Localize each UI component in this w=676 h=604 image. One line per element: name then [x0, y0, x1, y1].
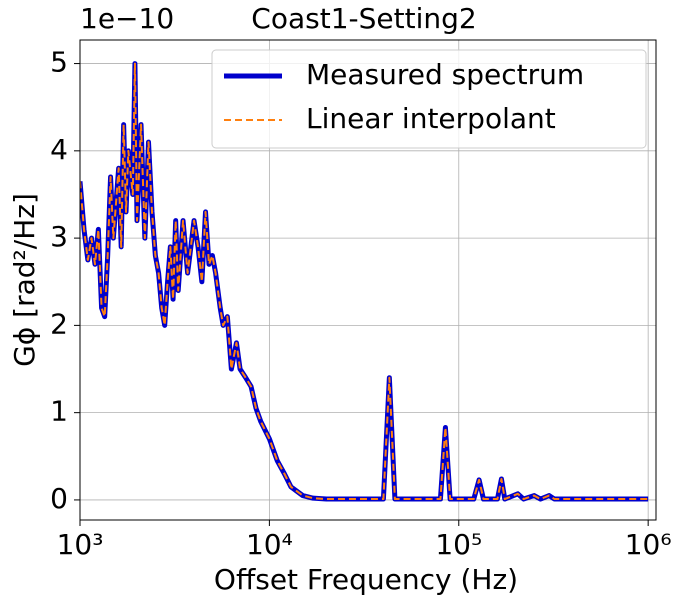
legend-box — [211, 49, 647, 149]
y-tick-label: 2 — [50, 307, 68, 340]
y-tick-label: 3 — [50, 220, 68, 253]
legend-label: Measured spectrum — [306, 58, 584, 91]
y-tick-label: 1 — [50, 395, 68, 428]
series-line — [80, 62, 649, 501]
y-axis-label: Gϕ [rad²/Hz] — [8, 193, 41, 367]
x-axis-label: Offset Frequency (Hz) — [214, 563, 518, 596]
chart-title: Coast1-Setting2 — [251, 2, 476, 35]
plot-frame — [79, 39, 657, 521]
y-tick-label: 5 — [50, 46, 68, 79]
x-tick-label: 10³ — [57, 528, 104, 561]
legend-label: Linear interpolant — [306, 102, 556, 135]
offset-label: 1e−10 — [80, 2, 174, 35]
y-tick-label: 0 — [50, 482, 68, 515]
x-tick-label: 10⁵ — [435, 528, 482, 561]
x-tick-label: 10⁶ — [625, 528, 672, 561]
x-tick-label: 10⁴ — [246, 528, 293, 561]
y-tick-label: 4 — [50, 133, 68, 166]
